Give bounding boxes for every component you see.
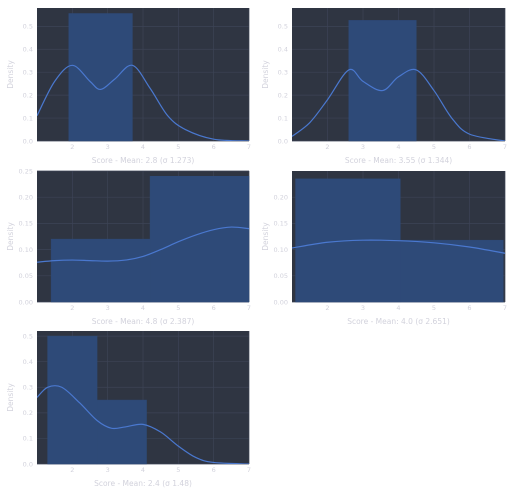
chart-panel-3: 2 3 4 5 6 7 0.00 0.05 0.10 0.15 0.20 0.25 Score - Me… [6,167,251,326]
x-tick-label: 7 [247,466,251,474]
y-axis-label: Density [261,60,270,89]
histogram-bar [50,238,151,303]
kde-curve [37,385,249,464]
x-tick-label: 6 [212,304,216,312]
histogram-bar [68,13,133,142]
y-tick-label: 0.10 [274,246,288,254]
x-tick-label: 2 [325,143,329,151]
y-tick-label: 0.4 [23,358,33,366]
y-tick-label: 0.4 [23,46,33,54]
x-tick-label: 2 [70,466,74,474]
x-tick-label: 2 [70,143,74,151]
x-axis-label: Score - Mean: 2.4 (σ 1.48) [94,479,192,488]
y-tick-label: 0.3 [23,69,33,77]
y-tick-label: 0.15 [274,220,288,228]
x-tick-label: 5 [176,143,180,151]
x-tick-label: 3 [106,143,110,151]
x-axis-label: Score - Mean: 3.55 (σ 1.344) [345,156,452,165]
y-tick-label: 0.00 [19,298,33,306]
chart-panel-1: 2 3 4 5 6 7 0.0 0.1 0.2 0.3 0.4 0.5 Score - Mean: 2.… [6,8,251,165]
histogram-bar [149,175,250,303]
x-tick-label: 4 [141,466,145,474]
y-tick-label: 0.1 [23,114,33,122]
x-tick-label: 4 [396,143,400,151]
chart-panel-2: 2 3 4 5 6 7 0.0 0.1 0.2 0.3 0.4 0.5 Score - Mean: 3.… [261,8,507,165]
y-tick-label: 0.3 [23,384,33,392]
x-tick-label: 3 [361,304,365,312]
y-tick-label: 0.25 [19,167,33,175]
y-tick-label: 0.2 [278,91,288,99]
kde-curve [292,239,505,254]
y-tick-label: 0.0 [23,460,33,468]
x-tick-label: 4 [396,304,400,312]
x-axis-label: Score - Mean: 4.0 (σ 2.651) [347,317,450,326]
y-tick-label: 0.1 [278,114,288,122]
y-tick-label: 0.5 [23,332,33,340]
chart-panel-5: 2 3 4 5 6 7 0.0 0.1 0.2 0.3 0.4 0.5 Score - Mean: 2.… [6,331,251,488]
y-tick-label: 0.20 [274,194,288,202]
x-axis-label: Score - Mean: 4.8 (σ 2.387) [92,317,195,326]
x-tick-label: 6 [212,143,216,151]
x-tick-label: 7 [503,143,507,151]
x-tick-label: 6 [467,304,471,312]
x-tick-label: 5 [432,143,436,151]
y-axis-label: Density [261,222,270,251]
x-tick-label: 3 [106,304,110,312]
x-tick-label: 7 [247,304,251,312]
x-axis-label: Score - Mean: 2.8 (σ 1.273) [92,156,195,165]
x-tick-label: 7 [503,304,507,312]
x-tick-label: 7 [247,143,251,151]
kde-curve [37,226,249,263]
y-tick-label: 0.2 [23,91,33,99]
y-tick-label: 0.4 [278,46,288,54]
y-tick-label: 0.5 [278,23,288,31]
y-tick-label: 0.0 [23,137,33,145]
y-tick-label: 0.20 [19,194,33,202]
x-tick-label: 4 [141,304,145,312]
y-axis-label: Density [6,222,15,251]
x-tick-label: 3 [361,143,365,151]
y-axis-label: Density [6,383,15,412]
x-tick-label: 5 [432,304,436,312]
x-tick-label: 5 [176,466,180,474]
y-tick-label: 0.3 [278,69,288,77]
y-tick-label: 0.05 [19,272,33,280]
histogram-bar [348,20,417,142]
y-tick-label: 0.2 [23,409,33,417]
histogram-bar [400,239,504,303]
y-tick-label: 0.0 [278,137,288,145]
y-tick-label: 0.5 [23,23,33,31]
x-tick-label: 5 [176,304,180,312]
y-tick-label: 0.1 [23,435,33,443]
x-tick-label: 6 [212,466,216,474]
y-tick-label: 0.10 [19,246,33,254]
x-tick-label: 2 [325,304,329,312]
y-tick-label: 0.05 [274,272,288,280]
x-tick-label: 2 [70,304,74,312]
kde-curve [37,64,249,141]
y-tick-label: 0.15 [19,220,33,228]
x-tick-label: 3 [106,466,110,474]
histogram-bar [96,399,147,465]
y-axis-label: Density [6,60,15,89]
kde-curve [292,68,505,141]
x-tick-label: 4 [141,143,145,151]
chart-panel-4: 2 3 4 5 6 7 0.00 0.05 0.10 0.15 0.20 Score - Mean: … [261,171,507,326]
x-tick-label: 6 [467,143,471,151]
histogram-bar [47,335,98,465]
y-tick-label: 0.00 [274,298,288,306]
